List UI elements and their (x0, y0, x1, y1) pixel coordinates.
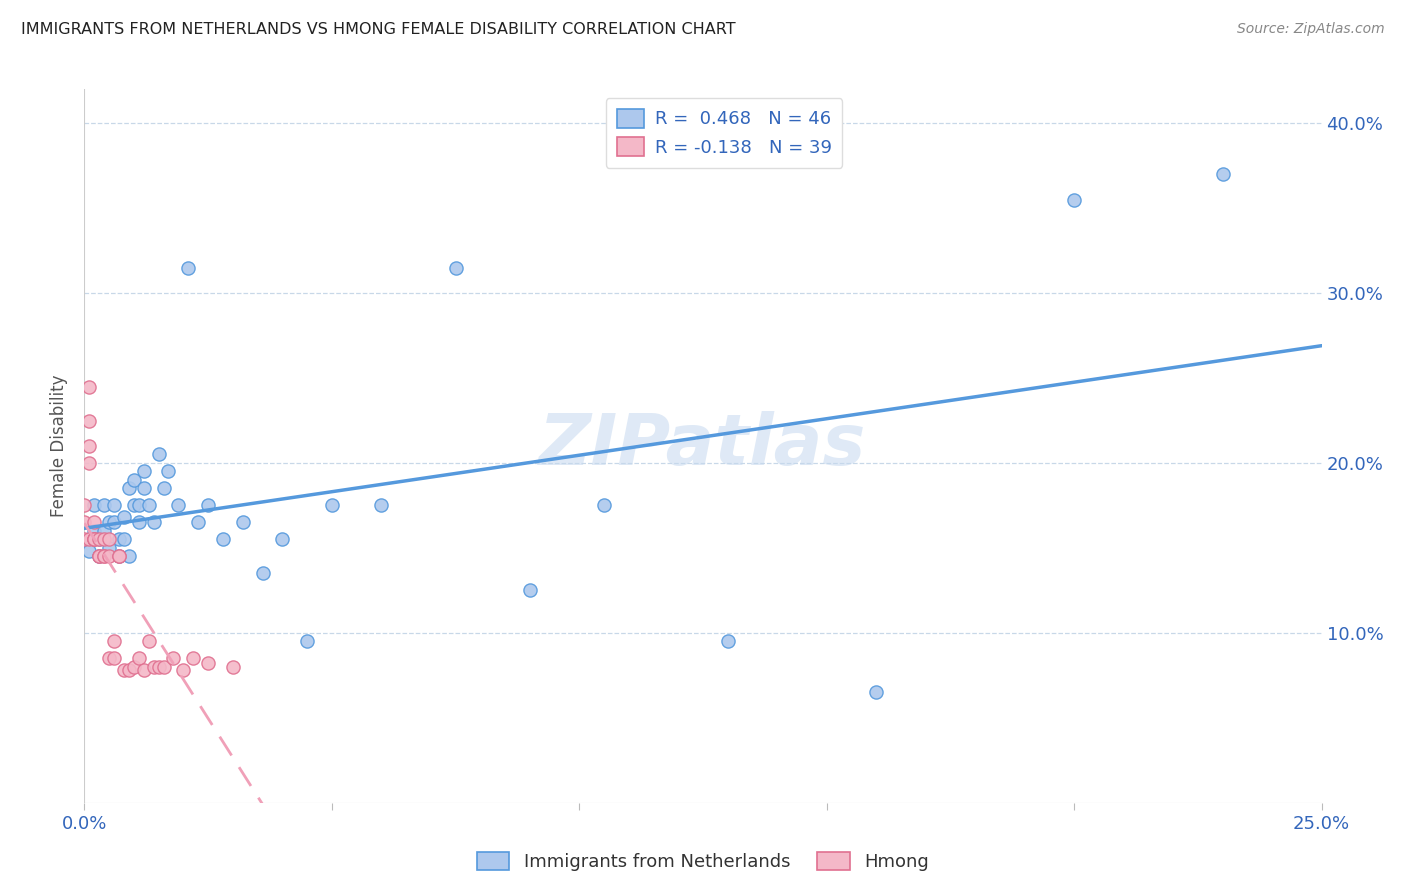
Point (93, 524, 115, 538)
Point (118, 549, 141, 564)
Point (148, 660, 170, 674)
Point (128, 651, 150, 665)
Point (187, 516, 209, 530)
Point (152, 660, 174, 674)
Point (89, 549, 111, 564)
Point (79, 413, 101, 427)
Point (167, 499, 190, 513)
Point (73, 499, 96, 513)
Point (83, 524, 105, 538)
Point (108, 533, 131, 547)
Point (148, 448, 170, 462)
Point (157, 465, 180, 479)
Text: ZIPatlas: ZIPatlas (540, 411, 866, 481)
Text: Source: ZipAtlas.com: Source: ZipAtlas.com (1237, 22, 1385, 37)
Point (108, 549, 131, 564)
Point (271, 533, 294, 547)
Point (112, 533, 135, 547)
Point (89, 533, 111, 547)
Point (118, 482, 141, 496)
Point (152, 482, 174, 496)
Point (370, 499, 392, 513)
Point (128, 516, 150, 530)
Point (103, 499, 125, 513)
Point (93, 549, 115, 564)
Point (83, 499, 105, 513)
Point (112, 510, 135, 524)
Text: IMMIGRANTS FROM NETHERLANDS VS HMONG FEMALE DISABILITY CORRELATION CHART: IMMIGRANTS FROM NETHERLANDS VS HMONG FEM… (21, 22, 735, 37)
Point (83, 533, 105, 547)
Point (132, 465, 155, 479)
Point (1063, 193, 1085, 207)
Point (79, 533, 101, 547)
Point (93, 533, 115, 547)
Point (132, 482, 155, 496)
Y-axis label: Female Disability: Female Disability (51, 375, 69, 517)
Point (98, 516, 121, 530)
Point (1212, 167, 1234, 181)
Point (295, 634, 318, 648)
Point (122, 660, 145, 674)
Legend: R =  0.468   N = 46, R = -0.138   N = 39: R = 0.468 N = 46, R = -0.138 N = 39 (606, 98, 842, 168)
Point (232, 516, 254, 530)
Point (252, 566, 274, 581)
Point (93, 499, 115, 513)
Point (519, 583, 541, 598)
Point (118, 663, 141, 677)
Point (122, 499, 145, 513)
Point (108, 549, 131, 564)
Point (138, 634, 160, 648)
Point (73, 516, 96, 530)
Point (73, 533, 96, 547)
Point (89, 549, 111, 564)
Point (89, 533, 111, 547)
Point (444, 260, 467, 275)
Point (93, 549, 115, 564)
Point (717, 634, 740, 648)
Point (865, 685, 887, 699)
Point (98, 541, 121, 555)
Point (112, 663, 135, 677)
Point (122, 473, 145, 487)
Point (177, 260, 200, 275)
Point (103, 651, 125, 665)
Point (132, 663, 155, 677)
Legend: Immigrants from Netherlands, Hmong: Immigrants from Netherlands, Hmong (470, 845, 936, 879)
Point (98, 549, 121, 564)
Point (212, 533, 235, 547)
Point (79, 379, 101, 393)
Point (197, 657, 219, 671)
Point (79, 439, 101, 453)
Point (142, 516, 165, 530)
Point (89, 549, 111, 564)
Point (197, 499, 219, 513)
Point (98, 533, 121, 547)
Point (83, 533, 105, 547)
Point (83, 533, 105, 547)
Point (593, 499, 616, 513)
Point (321, 499, 343, 513)
Point (83, 516, 105, 530)
Point (103, 634, 125, 648)
Point (222, 660, 245, 674)
Point (142, 660, 165, 674)
Point (108, 549, 131, 564)
Point (138, 499, 160, 513)
Point (181, 651, 204, 665)
Point (98, 651, 121, 665)
Point (103, 516, 125, 530)
Point (128, 499, 150, 513)
Point (162, 651, 184, 665)
Point (79, 456, 101, 470)
Point (79, 544, 101, 558)
Point (172, 663, 194, 677)
